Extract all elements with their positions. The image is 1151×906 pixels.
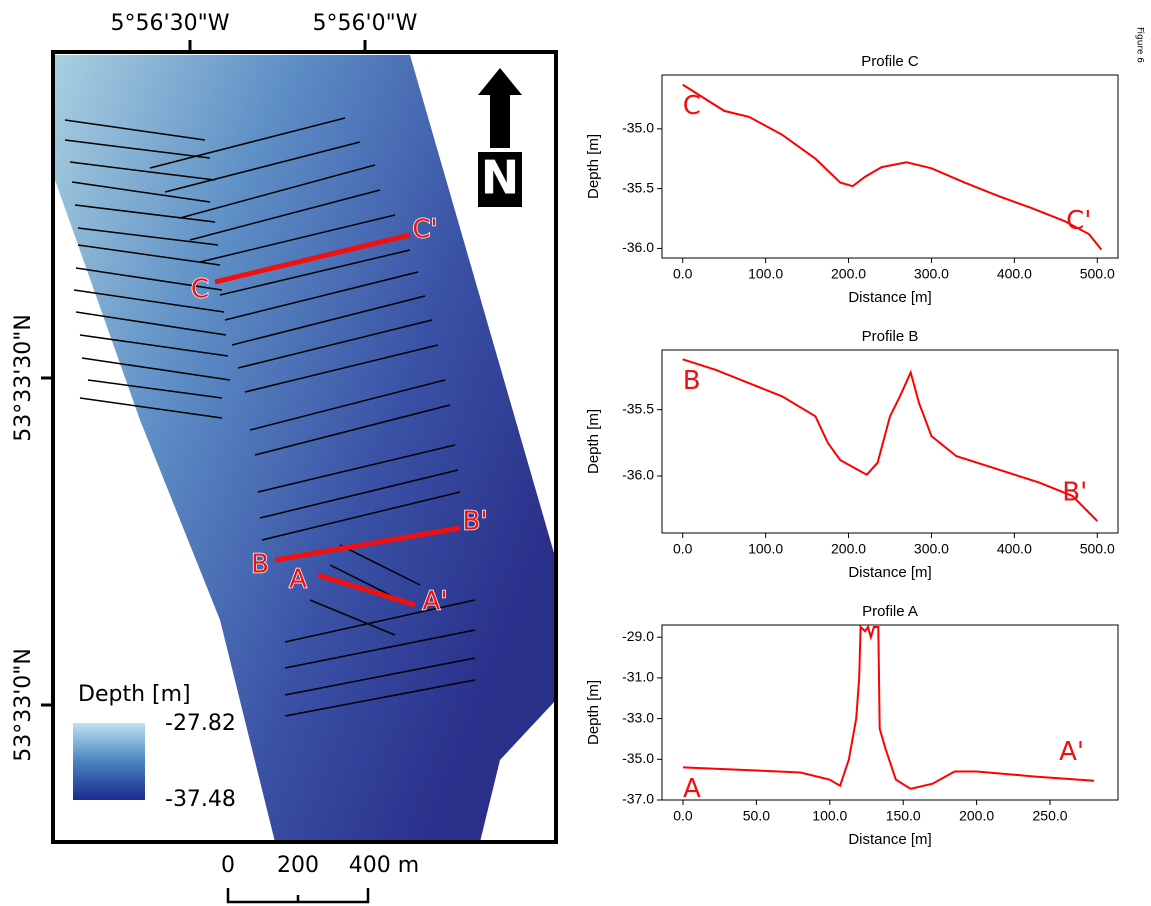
- legend-min: -37.48: [165, 787, 236, 812]
- y-tick-label: -35.5: [622, 400, 654, 416]
- lat-label: 53°33'0"N: [11, 648, 36, 762]
- north-arrow: [478, 68, 522, 148]
- annotation: B': [1062, 478, 1087, 508]
- x-tick-label: 400.0: [997, 541, 1032, 557]
- y-tick-label: -35.5: [622, 179, 654, 195]
- lon-label: 5°56'0"W: [313, 11, 418, 36]
- map: C C' B B' A A' N Depth [m] -27.82 -37.48…: [11, 11, 556, 902]
- north-label: N: [481, 151, 520, 205]
- x-tick-label: 250.0: [1033, 808, 1068, 824]
- profile-label: C': [412, 215, 437, 245]
- plot-frame: [662, 350, 1118, 533]
- profile-label: A: [289, 565, 307, 595]
- x-tick-label: 300.0: [914, 541, 949, 557]
- colorbar: [73, 723, 145, 800]
- profile-line: [683, 359, 1098, 521]
- y-tick-label: -36.0: [622, 239, 654, 255]
- annotation: B: [683, 366, 701, 396]
- x-tick-label: 100.0: [748, 266, 783, 282]
- x-axis-label: Distance [m]: [848, 564, 931, 581]
- y-axis-label: Depth [m]: [585, 680, 602, 745]
- figure-label: Figure 6: [1135, 27, 1145, 63]
- x-tick-label: 0.0: [673, 541, 693, 557]
- scale-bar: [228, 888, 368, 902]
- x-tick-label: 500.0: [1080, 266, 1115, 282]
- x-axis-label: Distance [m]: [848, 831, 931, 848]
- x-tick-label: 0.0: [673, 808, 693, 824]
- annotation: A': [1059, 737, 1084, 767]
- x-tick-label: 0.0: [673, 266, 693, 282]
- chart-title: Profile A: [862, 603, 918, 620]
- x-tick-label: 200.0: [959, 808, 994, 824]
- plot-frame: [662, 625, 1118, 800]
- legend-max: -27.82: [165, 711, 236, 736]
- lon-label: 5°56'30"W: [111, 11, 230, 36]
- annotation: A: [683, 774, 701, 804]
- profile-line: [683, 627, 1094, 789]
- scale-label: 0: [221, 853, 235, 878]
- y-tick-label: -33.0: [622, 709, 654, 725]
- scale-label: 200: [277, 853, 319, 878]
- x-tick-label: 200.0: [831, 541, 866, 557]
- scale-label: 400 m: [349, 853, 419, 878]
- figure: C C' B B' A A' N Depth [m] -27.82 -37.48…: [0, 0, 1151, 906]
- y-axis-label: Depth [m]: [585, 134, 602, 199]
- profile-line: [683, 85, 1102, 250]
- x-tick-label: 300.0: [914, 266, 949, 282]
- profile-label: B': [463, 507, 488, 537]
- chart-title: Profile B: [862, 328, 919, 345]
- y-tick-label: -36.0: [622, 467, 654, 483]
- y-tick-label: -31.0: [622, 669, 654, 685]
- profile-label: A': [423, 587, 448, 617]
- profile-label: B: [251, 550, 269, 580]
- y-axis-label: Depth [m]: [585, 409, 602, 474]
- annotation: C: [683, 91, 701, 121]
- annotation: C': [1066, 206, 1091, 236]
- x-tick-label: 100.0: [812, 808, 847, 824]
- x-tick-label: 100.0: [748, 541, 783, 557]
- y-tick-label: -35.0: [622, 750, 654, 766]
- profile-label: C: [191, 275, 209, 305]
- x-tick-label: 150.0: [886, 808, 921, 824]
- chart-title: Profile C: [861, 53, 919, 70]
- x-tick-label: 50.0: [743, 808, 770, 824]
- x-tick-label: 200.0: [831, 266, 866, 282]
- x-tick-label: 500.0: [1080, 541, 1115, 557]
- x-axis-label: Distance [m]: [848, 289, 931, 306]
- y-tick-label: -37.0: [622, 791, 654, 807]
- y-tick-label: -35.0: [622, 120, 654, 136]
- x-tick-label: 400.0: [997, 266, 1032, 282]
- y-tick-label: -29.0: [622, 628, 654, 644]
- lat-label: 53°33'30"N: [11, 314, 36, 442]
- legend-title: Depth [m]: [78, 682, 191, 707]
